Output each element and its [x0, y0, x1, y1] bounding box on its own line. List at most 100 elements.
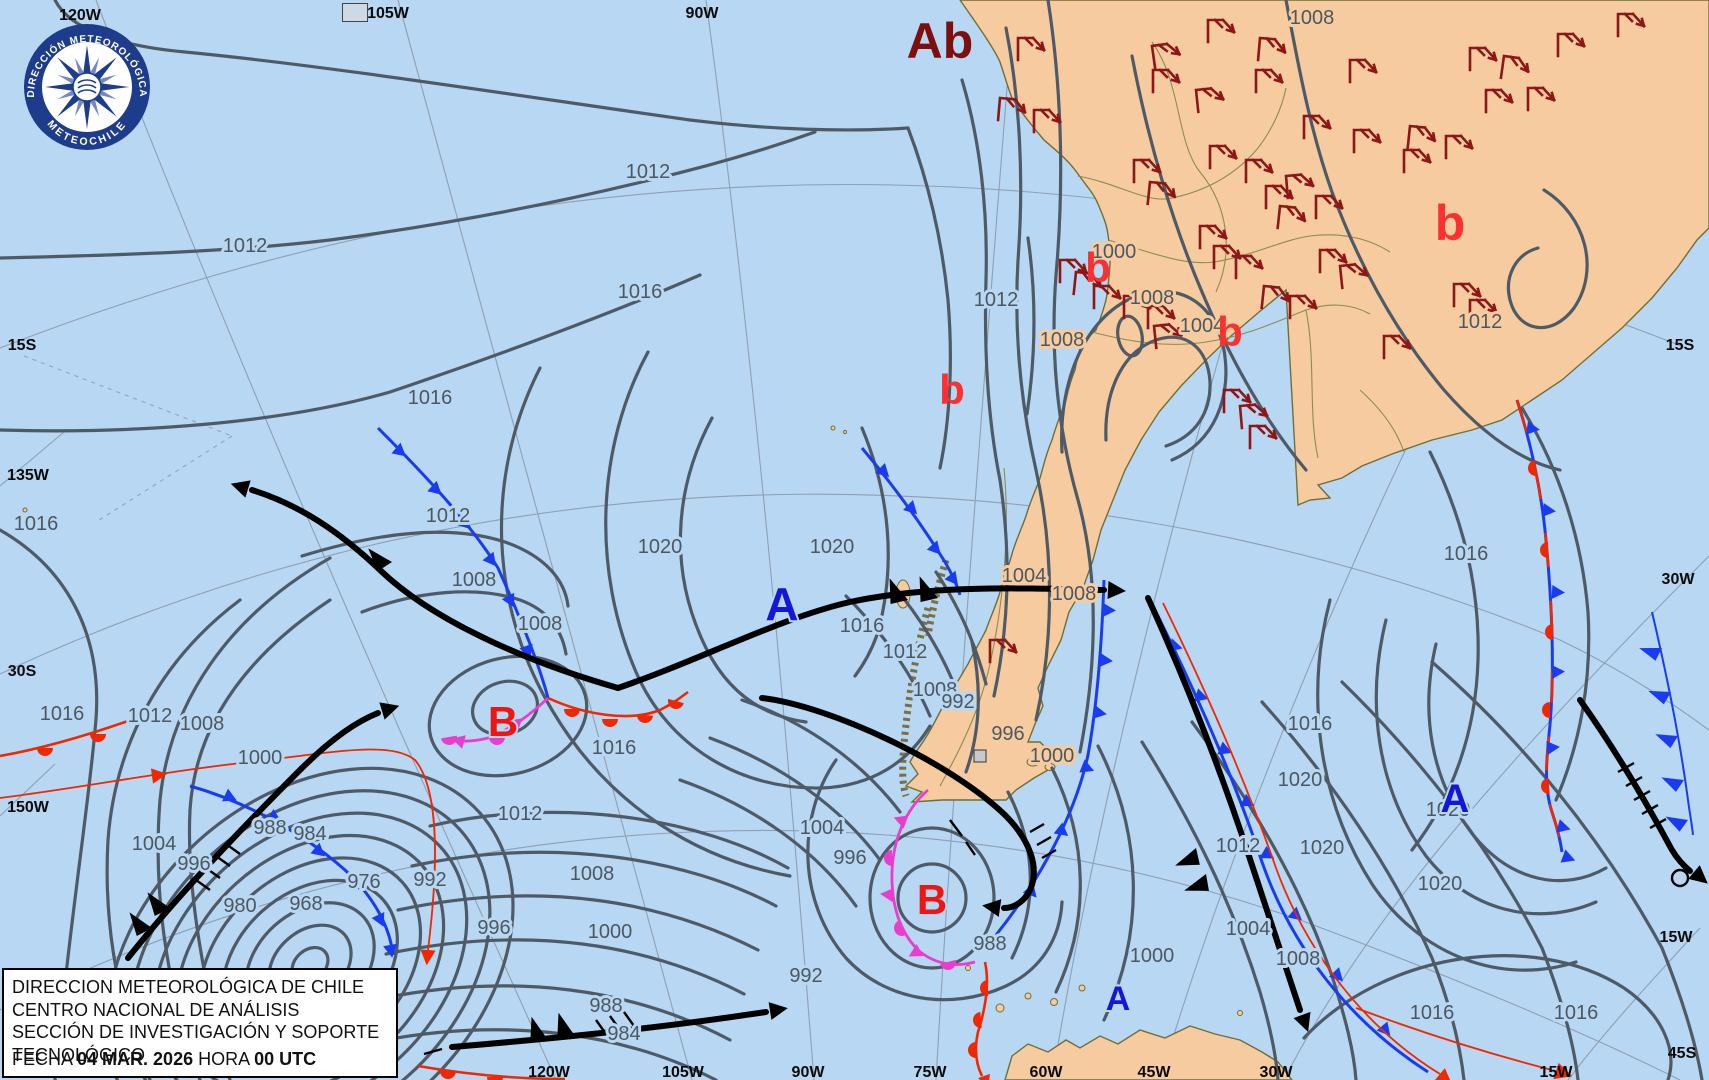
isobar-label: 1016 — [1410, 1002, 1455, 1024]
edge-label-90w: 90W — [792, 1064, 826, 1080]
isobar-label: 1012 — [223, 235, 268, 257]
isobar-label: 1016 — [1288, 713, 1333, 735]
edge-label-75w: 75W — [914, 1064, 948, 1080]
isobar-label: 1000 — [1030, 745, 1075, 767]
isobar-label: 1008 — [180, 713, 225, 735]
isobar-label: 1008 — [1130, 287, 1175, 309]
isobar-label: 992 — [941, 691, 974, 713]
isobar-label: 1020 — [638, 536, 683, 558]
isobar-label: 1000 — [238, 747, 283, 769]
isobar-label: 1004 — [800, 817, 845, 839]
edge-label-15w: 15W — [1540, 1064, 1574, 1080]
wind-barb-icon — [1238, 402, 1270, 430]
antarctic-peninsula — [1004, 1025, 1293, 1080]
thermal-low-label: Ab — [907, 13, 974, 69]
edge-label-15w: 15W — [1660, 929, 1694, 946]
isobar-label: 1012 — [1458, 311, 1503, 333]
pressure-center-high: A — [1106, 980, 1131, 1018]
isobar-label: 984 — [607, 1023, 640, 1045]
isobar-label: 1016 — [618, 281, 663, 303]
isobar-label: 988 — [973, 933, 1006, 955]
wind-barb-icon — [1248, 424, 1278, 450]
isobar-label: 1020 — [810, 536, 855, 558]
land-layer — [22, 0, 1709, 1080]
jet-arrow — [228, 475, 621, 691]
wave-icon — [77, 79, 97, 94]
jet-arrow — [1145, 595, 1317, 1035]
cold-front — [1148, 599, 1429, 1074]
isobar-label: 996 — [833, 847, 866, 869]
pressure-center-low: B — [917, 876, 947, 923]
isobar-label: 1008 — [518, 613, 563, 635]
jet-arrow — [759, 695, 1057, 917]
isobar-label: 1016 — [1444, 543, 1489, 565]
meteochile-logo: DIRECCIÓN METEOROLÓGICA METEOCHILE — [24, 24, 150, 150]
isobar-label: 1012 — [498, 803, 543, 825]
info-line-1: DIRECCION METEOROLÓGICA DE CHILE — [12, 977, 365, 997]
isobar-label: 1016 — [14, 513, 59, 535]
isobar-label: 996 — [477, 917, 510, 939]
jet-layer — [122, 475, 1709, 1056]
edge-label-90w: 90W — [686, 5, 720, 22]
warm-front — [547, 690, 689, 727]
fecha-label: FECHA — [12, 1048, 73, 1069]
cold-front — [189, 784, 400, 960]
trough-line — [1162, 602, 1457, 1080]
cold-front — [860, 447, 964, 596]
isobar-label: 976 — [347, 871, 380, 893]
occluded-front — [441, 696, 549, 749]
jet-arrow — [423, 999, 790, 1056]
isobar-label: 1020 — [1418, 873, 1463, 895]
isobar-label: 1008 — [1290, 7, 1335, 29]
thermal-low-label: b — [1217, 308, 1243, 355]
isobar-label: 1016 — [408, 387, 453, 409]
date-time-line: FECHA 04 MAR. 2026 HORA 00 UTC — [12, 1048, 316, 1071]
thermal-low-label: b — [1085, 244, 1111, 291]
south-america-landmass — [904, 0, 1709, 803]
trough-line — [0, 748, 436, 966]
info-box: DIRECCION METEOROLÓGICA DE CHILE CENTRO … — [2, 968, 398, 1078]
isobar-label: 988 — [589, 995, 622, 1017]
thermal-low-label: b — [1435, 195, 1466, 251]
edge-label-45s: 45S — [1668, 1045, 1697, 1062]
wind-barb-icon — [1222, 388, 1252, 414]
edge-label-105w: 105W — [662, 1064, 705, 1080]
edge-label-120w: 120W — [59, 7, 102, 24]
edge-label-30w: 30W — [1662, 571, 1696, 588]
edge-label-15s: 15S — [1666, 337, 1695, 354]
edge-label-30w: 30W — [1260, 1064, 1294, 1080]
info-line-2: CENTRO NACIONAL DE ANÁLISIS — [12, 999, 300, 1020]
occluded-front — [879, 788, 976, 972]
cold-front — [1637, 611, 1694, 836]
isobar-label: 1004 — [132, 833, 177, 855]
fecha-value: 04 MAR. 2026 — [77, 1048, 194, 1069]
isobar-label: 1012 — [626, 161, 671, 183]
isobar-label: 1008 — [1040, 329, 1085, 351]
edge-label-105w: 105W — [367, 5, 410, 22]
isobar-label: 1016 — [840, 615, 885, 637]
front-layer — [0, 399, 1694, 1080]
cold-front — [376, 426, 550, 699]
thermal-low-label: b — [939, 366, 965, 413]
isobar-label: 1012 — [128, 705, 173, 727]
jet-arrow — [122, 697, 402, 961]
edge-label-45w: 45W — [1138, 1064, 1172, 1080]
hora-value: 00 UTC — [254, 1048, 317, 1069]
pressure-center-high: A — [765, 578, 798, 630]
isobar-label: 988 — [253, 817, 286, 839]
trough-line — [1355, 1007, 1575, 1080]
edge-label-135w: 135W — [7, 467, 50, 484]
isobar-label: 1012 — [1216, 835, 1261, 857]
info-line-3: SECCIÓN DE INVESTIGACIÓN Y SOPORTE TECNO… — [12, 1022, 380, 1065]
isobar-label: 1012 — [974, 289, 1019, 311]
edge-label-15s: 15S — [8, 337, 37, 354]
isobar-label: 1008 — [913, 679, 958, 701]
isobar-label: 1004 — [1226, 918, 1271, 940]
pressure-center-low: B — [488, 698, 518, 745]
stationary-front — [1515, 399, 1578, 868]
warm-front — [0, 703, 164, 758]
pressure-center-high: A — [1441, 777, 1470, 821]
isobar-label: 1008 — [452, 569, 497, 591]
